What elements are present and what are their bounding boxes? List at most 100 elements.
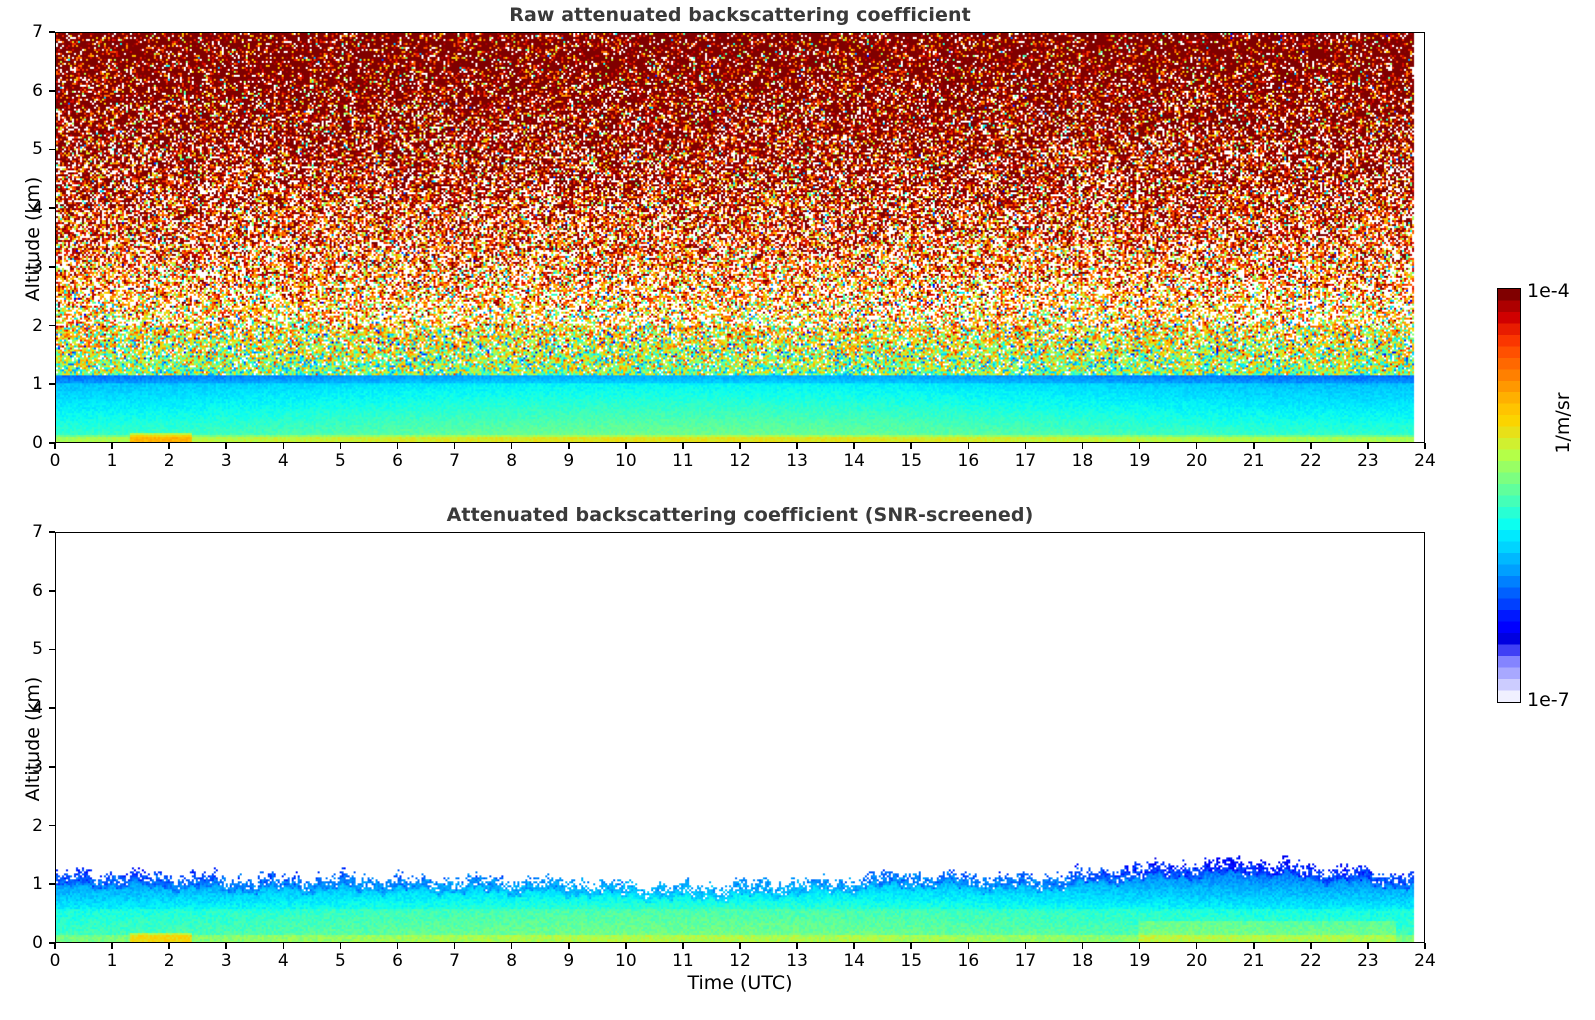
- x-tick-label: 15: [900, 951, 923, 971]
- x-tick: [910, 943, 913, 949]
- x-tick-label: 9: [563, 451, 575, 471]
- y-tick: [49, 824, 55, 827]
- x-tick: [1310, 943, 1312, 949]
- top-panel-ylabel: Altitude (km): [22, 176, 44, 302]
- y-tick: [49, 442, 55, 444]
- colorbar-unit-label: 1/m/sr: [1552, 392, 1574, 454]
- x-tick: [396, 943, 399, 949]
- x-tick: [1424, 443, 1426, 449]
- x-tick-label: 13: [786, 951, 808, 971]
- x-tick-label: 20: [1185, 951, 1208, 971]
- screened-backscatter-plot-area: [55, 532, 1425, 943]
- y-tick: [49, 589, 55, 592]
- x-tick-label: 6: [392, 451, 403, 471]
- y-tick: [49, 324, 55, 327]
- top-panel-title: Raw attenuated backscattering coefficien…: [509, 4, 971, 26]
- x-tick: [796, 443, 798, 449]
- x-tick: [1138, 443, 1141, 449]
- x-tick: [967, 943, 970, 949]
- y-tick: [49, 207, 55, 209]
- x-tick-label: 13: [786, 451, 808, 471]
- x-tick-label: 17: [1014, 451, 1037, 471]
- colorbar: 1e-4 1e-7: [1497, 280, 1570, 711]
- y-tick-label: 3: [32, 256, 43, 277]
- x-tick: [1310, 443, 1312, 449]
- y-tick-label: 2: [32, 315, 43, 336]
- x-tick-label: 22: [1300, 951, 1322, 971]
- y-tick: [49, 766, 55, 768]
- x-tick-label: 17: [1014, 951, 1037, 971]
- screened-backscatter-heatmap: [56, 533, 1424, 942]
- x-tick: [396, 443, 399, 449]
- y-tick-label: 5: [32, 639, 43, 660]
- x-tick: [910, 443, 913, 449]
- x-tick-label: 18: [1071, 951, 1094, 971]
- x-tick-label: 2: [163, 451, 175, 471]
- x-tick-label: 2: [163, 951, 175, 971]
- x-tick: [1367, 943, 1369, 949]
- y-tick-label: 4: [32, 698, 43, 719]
- x-tick-label: 12: [729, 951, 751, 971]
- x-tick: [739, 443, 741, 449]
- x-tick-label: 22: [1300, 451, 1322, 471]
- x-tick-label: 11: [672, 951, 694, 971]
- x-tick-label: 7: [449, 951, 460, 971]
- x-tick: [111, 443, 113, 449]
- x-tick: [682, 943, 684, 949]
- x-tick-label: 12: [729, 451, 751, 471]
- x-tick: [168, 443, 170, 449]
- y-tick: [49, 383, 55, 386]
- y-tick-label: 7: [32, 22, 43, 42]
- y-tick-label: 5: [32, 139, 43, 160]
- y-tick: [49, 648, 55, 651]
- x-tick-label: 1: [106, 951, 118, 971]
- x-tick: [567, 443, 570, 449]
- x-tick: [739, 943, 741, 949]
- y-tick-label: 2: [32, 815, 43, 836]
- x-tick-label: 23: [1357, 451, 1379, 471]
- x-tick-label: 23: [1357, 951, 1379, 971]
- x-tick: [339, 443, 342, 449]
- x-tick-label: 1: [106, 451, 118, 471]
- x-tick-label: 9: [563, 951, 575, 971]
- x-tick: [54, 943, 56, 949]
- x-tick-label: 15: [900, 451, 923, 471]
- bottom-panel-ylabel: Altitude (km): [22, 676, 44, 802]
- x-tick: [853, 443, 855, 449]
- x-tick: [510, 443, 513, 449]
- y-tick-label: 0: [32, 933, 43, 953]
- x-tick: [282, 943, 285, 949]
- x-tick-label: 21: [1242, 951, 1265, 971]
- x-tick-label: 8: [506, 451, 518, 471]
- x-tick: [796, 943, 798, 949]
- y-tick: [49, 148, 55, 151]
- x-tick-label: 19: [1128, 951, 1151, 971]
- x-tick: [1252, 443, 1255, 449]
- x-tick: [225, 943, 228, 949]
- x-tick: [1195, 943, 1198, 949]
- x-tick-label: 16: [957, 451, 980, 471]
- x-tick: [682, 443, 684, 449]
- x-tick-label: 14: [843, 951, 865, 971]
- x-tick-label: 7: [449, 451, 460, 471]
- x-tick: [54, 443, 56, 449]
- y-tick-label: 6: [32, 580, 43, 601]
- x-tick-label: 4: [277, 451, 289, 471]
- y-tick: [49, 531, 55, 533]
- colorbar-max-label: 1e-4: [1527, 280, 1570, 302]
- x-tick: [1367, 443, 1369, 449]
- x-tick: [1081, 443, 1084, 449]
- x-tick-label: 24: [1414, 951, 1436, 971]
- x-tick: [1138, 943, 1141, 949]
- x-tick-label: 14: [843, 451, 865, 471]
- x-tick-label: 0: [49, 951, 61, 971]
- x-tick-label: 24: [1414, 451, 1436, 471]
- y-tick: [49, 31, 55, 33]
- bottom-panel-title: Attenuated backscattering coefficient (S…: [446, 504, 1034, 526]
- x-tick: [625, 443, 627, 449]
- x-tick: [1081, 943, 1084, 949]
- x-tick: [1024, 443, 1027, 449]
- x-tick: [1024, 943, 1027, 949]
- y-tick-label: 1: [32, 874, 43, 895]
